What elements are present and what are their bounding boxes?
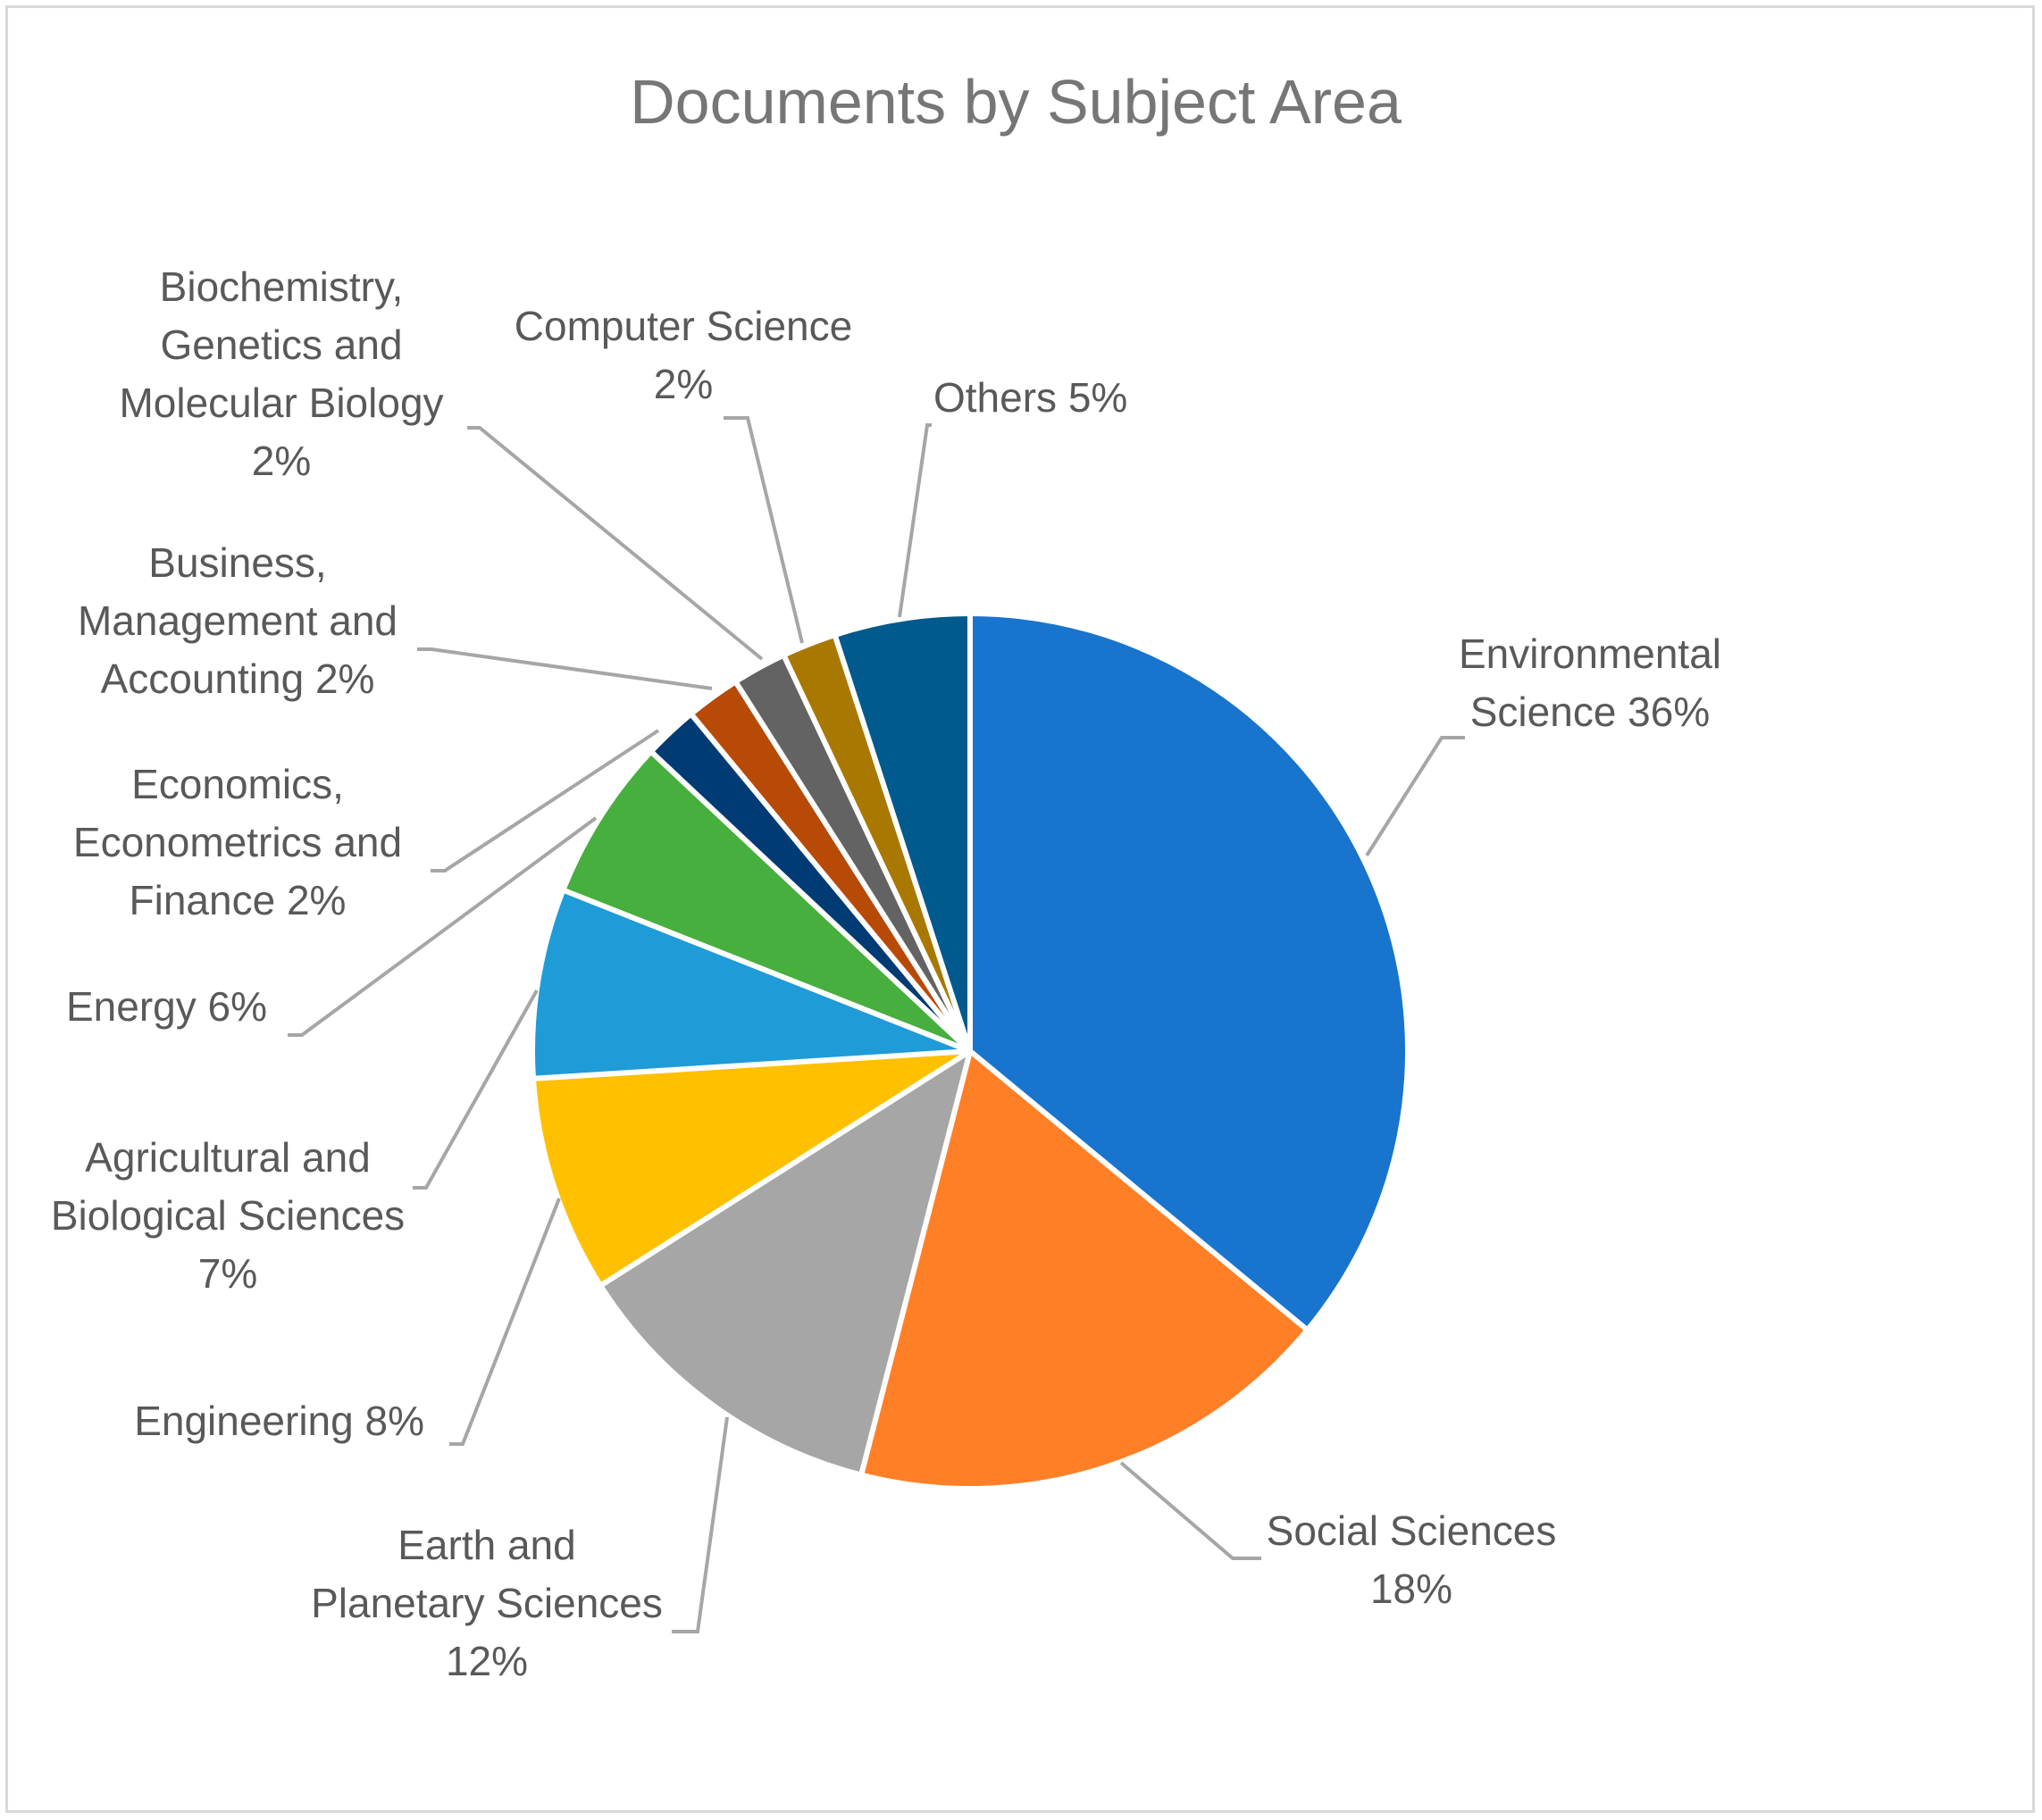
data-label-line: Accounting 2% bbox=[101, 655, 375, 702]
chart-title: Documents by Subject Area bbox=[630, 67, 1402, 137]
data-label-line: Molecular Biology bbox=[119, 380, 443, 426]
data-label-social-sciences: Social Sciences 18% bbox=[1267, 1507, 1557, 1612]
data-label-line: Social Sciences bbox=[1267, 1507, 1557, 1554]
pie-slice-engineering bbox=[530, 1048, 973, 1289]
data-label-line: Energy 6% bbox=[66, 983, 267, 1030]
leader-line-energy bbox=[288, 816, 598, 1037]
data-label-line: Economics, bbox=[131, 761, 344, 807]
data-label-line: 12% bbox=[446, 1638, 528, 1684]
pie-slice-social-sciences bbox=[858, 1048, 1310, 1491]
data-label-biochemistry-genetics-and-molecular-biology: Biochemistry, Genetics and Molecular Biolo… bbox=[119, 263, 443, 484]
data-label-business-management-and-accounting: Business, Management and Accounting 2% bbox=[78, 539, 398, 702]
leader-line-others bbox=[898, 423, 932, 618]
leader-lines bbox=[288, 416, 1465, 1633]
data-label-energy: Energy 6% bbox=[66, 983, 267, 1030]
data-label-line: Earth and bbox=[398, 1522, 575, 1568]
data-label-line: Biochemistry, bbox=[160, 263, 404, 310]
leader-line-computer-science bbox=[724, 416, 804, 644]
leader-line-biochemistry-genetics-and-molecular-biology bbox=[467, 426, 764, 661]
data-label-line: Computer Science bbox=[515, 303, 852, 349]
data-label-line: 7% bbox=[198, 1250, 257, 1297]
data-label-line: 2% bbox=[654, 361, 713, 407]
data-label-environmental-science: Environmental Science 36% bbox=[1459, 630, 1721, 735]
pie-slice-energy bbox=[560, 748, 973, 1054]
data-label-others: Others 5% bbox=[933, 374, 1127, 421]
leader-line-earth-and-planetary-sciences bbox=[672, 1416, 729, 1633]
data-label-line: Science 36% bbox=[1470, 689, 1711, 735]
data-label-line: Others 5% bbox=[933, 374, 1127, 421]
leader-line-agricultural-and-biological-sciences bbox=[413, 989, 539, 1190]
leader-line-business-management-and-accounting bbox=[417, 647, 713, 690]
data-label-earth-and-planetary-sciences: Earth and Planetary Sciences 12% bbox=[311, 1522, 663, 1684]
data-label-line: 18% bbox=[1370, 1565, 1452, 1612]
pie-slices bbox=[530, 611, 1410, 1491]
data-label-agricultural-and-biological-sciences: Agricultural and Biological Sciences 7% bbox=[51, 1134, 405, 1297]
data-label-line: Econometrics and bbox=[73, 819, 402, 865]
pie-slice-environmental-science bbox=[967, 611, 1410, 1333]
data-label-line: Management and bbox=[78, 597, 398, 644]
pie-slice-others bbox=[832, 611, 973, 1054]
data-label-line: Planetary Sciences bbox=[311, 1580, 663, 1626]
data-label-line: Environmental bbox=[1459, 630, 1721, 677]
leader-line-social-sciences bbox=[1119, 1461, 1261, 1560]
data-label-economics-econometrics-and-finance: Economics, Econometrics and Finance 2% bbox=[73, 761, 402, 923]
data-label-engineering: Engineering 8% bbox=[134, 1398, 424, 1444]
leader-line-environmental-science bbox=[1365, 736, 1465, 857]
data-labels: Environmental Science 36% Social Sciences 1… bbox=[51, 263, 1721, 1684]
data-label-line: Engineering 8% bbox=[134, 1398, 424, 1444]
leader-line-engineering bbox=[449, 1198, 561, 1446]
data-label-line: 2% bbox=[252, 438, 311, 484]
data-label-line: Biological Sciences bbox=[51, 1192, 405, 1239]
data-label-line: Genetics and bbox=[160, 321, 402, 368]
pie-slice-agricultural-and-biological-sciences bbox=[530, 887, 973, 1081]
leader-line-economics-econometrics-and-finance bbox=[431, 729, 660, 872]
data-label-line: Finance 2% bbox=[130, 877, 347, 923]
pie-slice-earth-and-planetary-sciences bbox=[598, 1048, 973, 1478]
data-label-line: Business, bbox=[148, 539, 326, 586]
data-label-line: Agricultural and bbox=[85, 1134, 371, 1181]
data-label-computer-science: Computer Science 2% bbox=[515, 303, 852, 407]
